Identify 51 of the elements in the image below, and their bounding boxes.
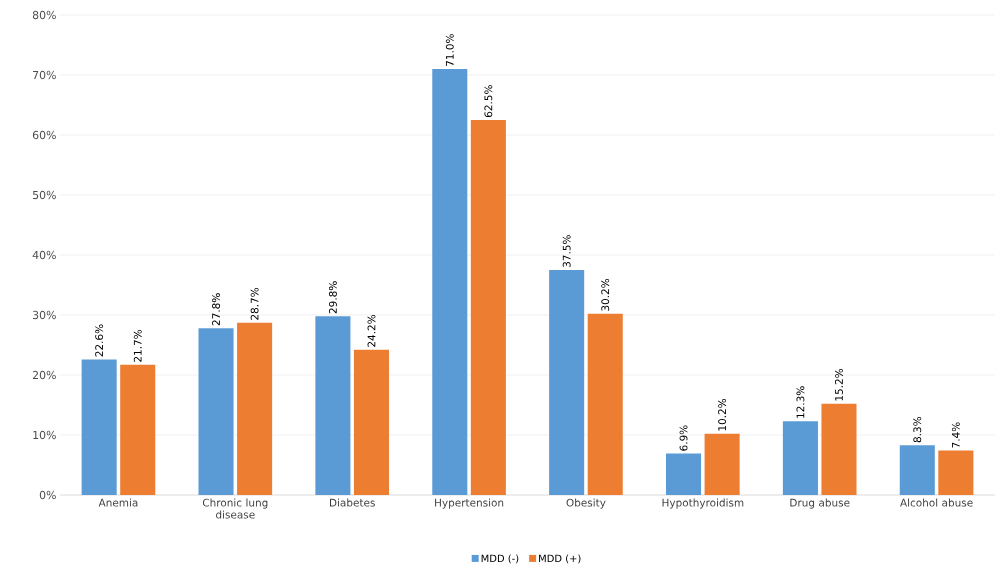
- bar: [549, 270, 585, 495]
- bar: [315, 316, 351, 495]
- bar: [821, 403, 857, 495]
- data-label: 37.5%: [562, 235, 571, 267]
- y-tick-label: 0%: [39, 490, 56, 500]
- data-label: 62.5%: [484, 85, 493, 118]
- data-label: 28.7%: [250, 287, 259, 320]
- bar: [237, 322, 273, 495]
- y-tick-label: 60%: [32, 130, 56, 140]
- x-tick-label: Chronic lung disease: [202, 498, 268, 519]
- data-label: 6.9%: [679, 425, 688, 451]
- bar: [81, 359, 117, 495]
- bar: [432, 69, 468, 495]
- data-label: 29.8%: [328, 281, 337, 314]
- data-label: 24.2%: [367, 314, 376, 347]
- legend-label: MDD (-): [481, 554, 519, 564]
- data-label: 12.3%: [796, 386, 805, 418]
- data-label: 22.6%: [95, 324, 104, 357]
- y-tick-label: 30%: [32, 310, 56, 320]
- data-label: 8.3%: [913, 417, 922, 443]
- bar: [353, 349, 389, 495]
- y-tick-label: 20%: [32, 370, 56, 380]
- data-label: 15.2%: [835, 368, 843, 401]
- y-tick-label: 50%: [32, 190, 56, 200]
- bar: [666, 453, 702, 495]
- bar: [470, 120, 506, 495]
- y-tick-label: 40%: [32, 250, 56, 260]
- x-tick-label: Diabetes: [330, 498, 375, 507]
- data-label: 30.2%: [601, 278, 610, 311]
- data-label: 27.8%: [212, 293, 220, 326]
- data-label: 10.2%: [718, 398, 727, 431]
- x-tick-label: Anemia: [98, 498, 138, 507]
- data-label: 7.4%: [951, 422, 960, 448]
- bar: [938, 450, 974, 495]
- data-label: 71.0%: [445, 34, 454, 66]
- y-tick-label: 70%: [33, 70, 56, 80]
- y-tick-label: 80%: [32, 10, 56, 20]
- bar: [587, 313, 623, 495]
- x-tick-label: Obesity: [566, 498, 606, 509]
- bar: [704, 433, 740, 495]
- bar: [198, 328, 234, 495]
- x-tick-label: Alcohol abuse: [900, 498, 973, 507]
- bar: [120, 364, 156, 495]
- x-tick-label: Drug abuse: [790, 498, 850, 509]
- data-label: 21.7%: [133, 329, 142, 362]
- bar: [899, 445, 935, 495]
- bar: [782, 421, 818, 495]
- y-tick-label: 10%: [33, 430, 56, 440]
- x-tick-label: Hypothyroidism: [662, 498, 744, 509]
- legend-label: MDD (+): [539, 554, 581, 564]
- x-tick-label: Hypertension: [435, 498, 504, 509]
